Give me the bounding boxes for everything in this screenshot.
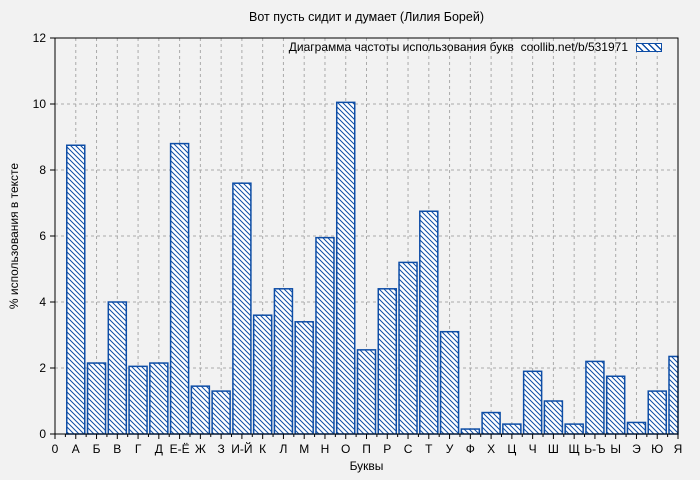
x-tick-label: Л <box>279 442 287 456</box>
x-tick-label: Ш <box>548 442 559 456</box>
x-tick-label: Г <box>135 442 142 456</box>
y-tick-label: 4 <box>39 295 46 309</box>
x-tick-label: Б <box>93 442 101 456</box>
bar-Б <box>86 362 107 435</box>
bar-Ч <box>522 370 543 435</box>
x-tick-label: Ф <box>466 442 475 456</box>
bar-О <box>335 101 356 435</box>
x-tick-label: С <box>404 442 413 456</box>
hatched-swatch-icon <box>636 42 662 52</box>
y-tick-label: 10 <box>33 97 47 111</box>
y-tick-label: 0 <box>39 427 46 441</box>
legend-label: Диаграмма частоты использования букв coo… <box>288 40 628 54</box>
bar-У <box>439 330 460 435</box>
bar-Ю <box>647 390 667 435</box>
x-tick-label: Е-Ё <box>170 442 190 456</box>
x-tick-label: Ь-Ъ <box>584 442 605 456</box>
bar-Г <box>128 365 148 435</box>
y-axis-title: % использования в тексте <box>7 162 21 310</box>
bar-Я <box>668 355 679 435</box>
legend: Диаграмма частоты использования букв coo… <box>289 41 662 53</box>
x-tick-label: П <box>362 442 371 456</box>
x-tick-label: Р <box>383 442 391 456</box>
bar-Ь-Ъ <box>585 360 605 435</box>
bar-Х <box>481 411 501 435</box>
y-tick-label: 8 <box>39 163 46 177</box>
x-tick-label: О <box>341 442 350 456</box>
x-tick-label: В <box>113 442 121 456</box>
x-tick-label: Я <box>674 442 683 456</box>
chart-title: Вот пусть сидит и думает (Лилия Борей) <box>249 10 484 24</box>
x-tick-label: Н <box>321 442 330 456</box>
bar-Н <box>315 236 335 435</box>
bar-В <box>107 301 128 435</box>
bar-Ф <box>460 428 481 435</box>
bar-Д <box>149 362 169 435</box>
x-tick-label: Ч <box>529 442 537 456</box>
x-tick-label: М <box>299 442 309 456</box>
x-tick-label: Ц <box>507 442 516 456</box>
bar-М <box>294 321 314 435</box>
bar-А <box>66 144 86 435</box>
bar-Р <box>377 288 398 435</box>
x-tick-label-origin: 0 <box>52 442 59 456</box>
x-tick-label: И-Й <box>231 441 252 456</box>
x-tick-label: Т <box>425 442 433 456</box>
bar-Л <box>273 288 294 435</box>
y-tick-label: 6 <box>39 229 46 243</box>
bar-Ш <box>543 400 564 435</box>
bar-Ц <box>502 423 522 435</box>
x-tick-label: Ы <box>610 442 621 456</box>
bar-Э <box>626 421 647 435</box>
x-tick-label: З <box>218 442 225 456</box>
bar-З <box>211 390 231 435</box>
y-tick-label: 12 <box>33 31 47 45</box>
bar-И-Й <box>232 182 252 435</box>
bar-Щ <box>564 423 584 435</box>
x-tick-label: Ж <box>195 442 206 456</box>
x-tick-label: Д <box>155 442 163 456</box>
bar-П <box>356 349 377 435</box>
bar-Е-Ё <box>169 142 190 435</box>
x-tick-label: Х <box>487 442 495 456</box>
x-tick-label: А <box>72 442 80 456</box>
x-axis-title: Буквы <box>349 459 384 473</box>
bar-Т <box>419 210 439 435</box>
y-tick-label: 2 <box>39 361 46 375</box>
bar-К <box>252 314 273 435</box>
x-tick-label: Щ <box>569 442 580 456</box>
x-tick-label: У <box>446 442 454 456</box>
x-tick-label: Э <box>632 442 641 456</box>
x-tick-label: Ю <box>651 442 663 456</box>
bar-Ы <box>605 375 626 435</box>
x-tick-label: К <box>259 442 266 456</box>
bar-С <box>398 261 418 435</box>
bar-Ж <box>190 385 211 435</box>
